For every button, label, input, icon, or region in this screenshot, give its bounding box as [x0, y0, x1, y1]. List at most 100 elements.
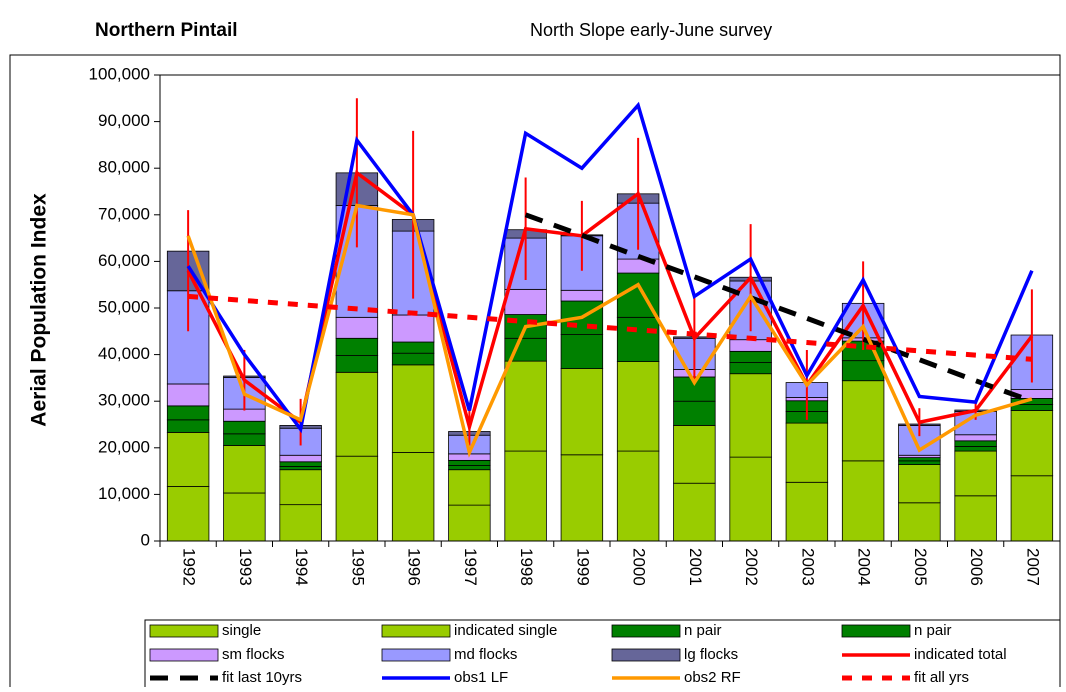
line-series: [187, 293, 1033, 362]
y-axis-label: Aerial Population Index: [28, 193, 51, 427]
y-tick-label: 80,000: [98, 158, 150, 177]
chart-subtitle: North Slope early-June survey: [530, 20, 772, 40]
bar-segment: [504, 450, 547, 542]
bar-segment: [954, 495, 997, 542]
chart-title: Northern Pintail: [95, 20, 238, 41]
bar-segment: [729, 350, 772, 363]
y-tick-label: 30,000: [98, 391, 150, 410]
bar-segment: [335, 355, 379, 373]
x-tick-label: 2001: [686, 548, 705, 586]
y-tick-label: 90,000: [98, 111, 150, 130]
x-tick-label: 1995: [348, 548, 367, 586]
bar-segment: [166, 486, 210, 542]
x-tick-label: 1997: [461, 548, 480, 586]
legend-swatch: [149, 624, 219, 638]
bar-segment: [335, 316, 379, 339]
bar-segment: [448, 469, 491, 506]
bar-segment: [166, 419, 210, 433]
x-tick-label: 1993: [236, 548, 255, 586]
bar-segment: [279, 504, 322, 542]
bar-segment: [616, 450, 660, 542]
x-tick-label: 2003: [798, 548, 817, 586]
bar-segment: [335, 337, 379, 356]
bar-segment: [391, 341, 435, 354]
y-tick-label: 60,000: [98, 251, 150, 270]
legend-label: n pair: [684, 622, 722, 639]
legend-label: md flocks: [454, 646, 517, 663]
bar-segment: [785, 481, 829, 542]
bar-segment: [898, 457, 941, 462]
bar-segment: [1010, 404, 1054, 411]
bar-segment: [954, 434, 997, 442]
bar-segment: [279, 469, 322, 506]
bar-segment: [166, 405, 210, 421]
bar-segment: [673, 425, 716, 484]
line-series: [186, 169, 1034, 434]
legend-label: n pair: [914, 622, 952, 639]
bar-segment: [785, 422, 829, 483]
bar-segment: [279, 454, 322, 463]
x-tick-label: 2007: [1023, 548, 1042, 586]
y-tick-label: 70,000: [98, 204, 150, 223]
legend-swatch: [611, 624, 681, 638]
bar-segment: [504, 288, 547, 315]
x-tick-label: 1996: [405, 548, 424, 586]
bar-segment: [729, 339, 772, 352]
x-tick-label: 2006: [967, 548, 986, 586]
bar-segment: [560, 334, 604, 369]
bar-segment: [560, 368, 604, 456]
bar-segment: [898, 464, 941, 504]
bar-segment: [673, 482, 716, 542]
x-tick-label: 1992: [180, 548, 199, 586]
bar-segment: [335, 455, 379, 542]
x-tick-label: 1998: [517, 548, 536, 586]
legend-swatch: [381, 648, 451, 662]
bar-segment: [223, 420, 266, 435]
line-series: [186, 101, 1034, 434]
bar-segment: [898, 460, 941, 465]
bar-segment: [729, 373, 772, 458]
bar-segment: [841, 360, 885, 382]
bar-segment: [616, 361, 660, 452]
legend-label: fit last 10yrs: [222, 669, 302, 686]
bar-segment: [448, 504, 491, 542]
y-tick-label: 40,000: [98, 344, 150, 363]
x-tick-label: 1994: [292, 548, 311, 586]
bar-segment: [1010, 410, 1054, 477]
y-tick-label: 0: [141, 530, 150, 549]
line-series: [186, 203, 1033, 458]
bar-segment: [1010, 475, 1054, 542]
bar-segment: [898, 502, 941, 542]
x-tick-label: 2002: [742, 548, 761, 586]
x-tick-label: 2005: [911, 548, 930, 586]
bar-segment: [504, 360, 547, 452]
bar-segment: [954, 446, 997, 452]
legend-swatch: [381, 624, 451, 638]
bar-segment: [954, 450, 997, 497]
legend-label: indicated total: [914, 646, 1007, 663]
bar-segment: [391, 352, 435, 366]
bar-segment: [223, 408, 266, 422]
bar-segment: [166, 432, 210, 487]
bar-segment: [673, 400, 716, 426]
legend-label: indicated single: [454, 622, 557, 639]
legend-label: lg flocks: [684, 646, 738, 663]
bar-segment: [954, 440, 997, 447]
y-tick-label: 100,000: [89, 64, 150, 83]
bar-segment: [223, 492, 266, 542]
legend-label: fit all yrs: [914, 669, 969, 686]
x-tick-label: 2004: [855, 548, 874, 586]
bar-segment: [279, 466, 322, 471]
legend-label: single: [222, 622, 261, 639]
bar-segment: [841, 380, 885, 462]
bar-segment: [223, 445, 266, 494]
y-tick-label: 50,000: [98, 297, 150, 316]
legend-swatch: [149, 648, 219, 662]
x-tick-label: 2000: [630, 548, 649, 586]
bar-segment: [166, 383, 210, 407]
legend-swatch: [841, 624, 911, 638]
bar-segment: [335, 371, 379, 457]
bar-segment: [391, 452, 435, 542]
